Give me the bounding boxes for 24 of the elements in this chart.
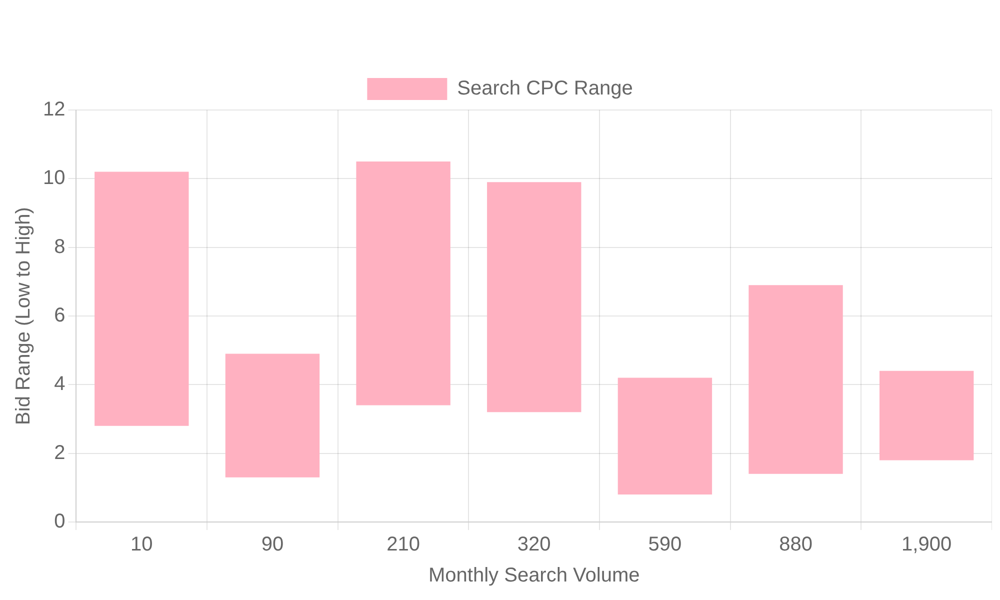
- x-tick-label: 10: [130, 534, 153, 556]
- bar: [879, 370, 974, 460]
- y-tick-label: 2: [54, 442, 66, 464]
- legend-label: Search CPC Range: [457, 78, 633, 100]
- x-tick-label: 90: [261, 534, 284, 556]
- y-tick-label: 6: [54, 304, 66, 327]
- x-tick-label: 880: [779, 534, 812, 556]
- y-tick-label: 0: [54, 510, 66, 533]
- bar: [748, 285, 843, 474]
- x-axis-title: Monthly Search Volume: [428, 564, 640, 587]
- x-tick-label: 210: [386, 534, 420, 556]
- y-tick-label: 8: [54, 236, 66, 258]
- bar: [94, 172, 189, 426]
- y-axis-title: Bid Range (Low to High): [12, 207, 35, 425]
- x-tick-label: 1,900: [902, 534, 952, 556]
- y-tick-label: 4: [54, 373, 66, 396]
- x-tick-label: 590: [648, 534, 682, 556]
- x-tick-label: 320: [517, 534, 551, 556]
- bar: [356, 162, 450, 406]
- bar: [487, 182, 582, 412]
- y-tick-label: 10: [42, 167, 66, 190]
- bar: [618, 378, 712, 495]
- y-tick-label: 12: [42, 98, 66, 121]
- bar: [225, 354, 320, 478]
